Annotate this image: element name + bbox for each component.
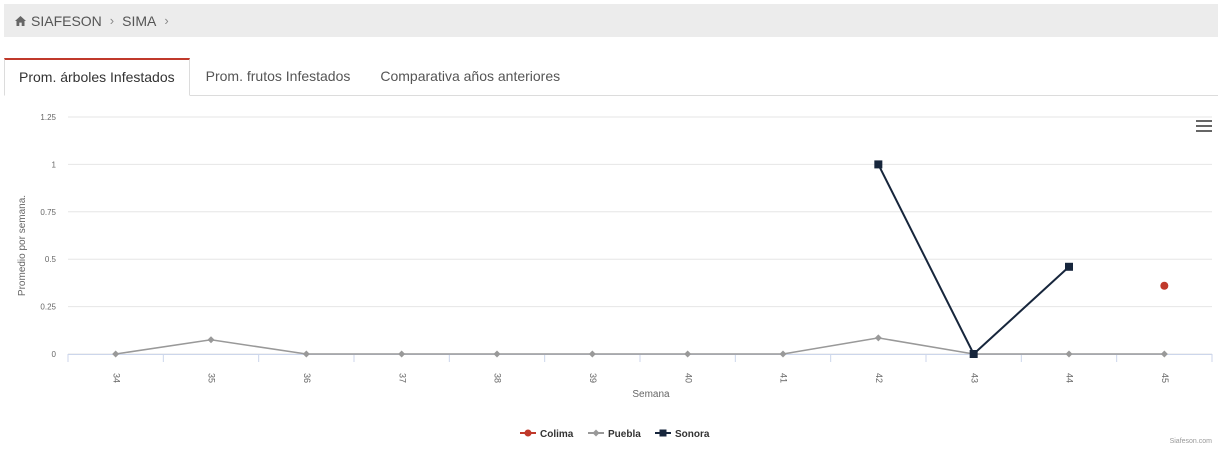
data-point: [398, 350, 406, 358]
chart-credit[interactable]: Siafeson.com: [1169, 438, 1212, 445]
x-tick-label: 42: [874, 373, 884, 383]
series-colima: [1160, 281, 1169, 290]
x-tick-label: 38: [493, 373, 503, 383]
breadcrumb: SIAFESON › SIMA ›: [4, 4, 1218, 37]
series-line: [115, 337, 1165, 355]
data-point: [1160, 350, 1168, 358]
series-sonora: [874, 160, 1073, 358]
legend: Colima Puebla Sonora: [520, 429, 710, 440]
legend-item-sonora[interactable]: Sonora: [675, 429, 710, 440]
y-tick-label: 1.25: [40, 113, 56, 122]
data-point: [874, 160, 883, 169]
x-tick-label: 44: [1065, 373, 1075, 383]
data-point: [302, 350, 310, 358]
chart-menu-icon[interactable]: [1196, 120, 1212, 134]
x-tick-label: 35: [207, 373, 217, 383]
y-tick-label: 0: [52, 350, 57, 359]
data-point: [207, 336, 215, 344]
home-icon[interactable]: [14, 15, 27, 27]
x-axis-title: Semana: [632, 389, 670, 400]
data-point: [112, 350, 120, 358]
legend-item-puebla[interactable]: Puebla: [608, 429, 641, 440]
series-puebla: [112, 334, 1168, 358]
x-tick-label: 39: [588, 373, 598, 383]
legend-marker: [659, 429, 667, 437]
line-chart: 0 0.25 0.5 0.75 1 1.25 34 35 36 37 38 39 40 41 42 43 44 4…: [17, 113, 1213, 440]
tab-comparativa-anios[interactable]: Comparativa años anteriores: [380, 68, 561, 84]
x-tick-label: 45: [1160, 373, 1170, 383]
tab-bar: Prom. árboles Infestados Prom. frutos In…: [4, 58, 1218, 96]
legend-item-colima[interactable]: Colima: [540, 429, 574, 440]
y-tick-label: 0.5: [45, 255, 57, 264]
x-tick-label: 40: [683, 373, 693, 383]
y-axis-title: Promedio por semana.: [17, 195, 28, 296]
breadcrumb-sima[interactable]: SIMA: [122, 12, 157, 29]
data-point: [1160, 281, 1169, 290]
y-tick-label: 1: [52, 160, 57, 169]
data-point: [1065, 350, 1073, 358]
x-tick-label: 36: [302, 373, 312, 383]
data-point: [493, 350, 501, 358]
data-point: [969, 350, 978, 358]
chevron-right-icon: ›: [109, 13, 115, 28]
x-tick-label: 43: [969, 373, 979, 383]
y-tick-label: 0.75: [40, 208, 56, 217]
data-point: [779, 350, 787, 358]
tab-arboles-infestados[interactable]: Prom. árboles Infestados: [4, 58, 190, 96]
legend-marker: [592, 429, 600, 437]
data-point: [874, 334, 882, 342]
data-point: [588, 350, 596, 358]
data-point: [1065, 262, 1073, 271]
x-tick-label: 37: [397, 373, 407, 383]
x-tick-label: 41: [779, 373, 789, 383]
data-point: [684, 350, 692, 358]
legend-marker: [524, 429, 532, 437]
breadcrumb-siafeson[interactable]: SIAFESON: [31, 12, 102, 29]
y-tick-label: 0.25: [40, 303, 56, 312]
chevron-right-icon: ›: [164, 13, 169, 28]
tab-frutos-infestados[interactable]: Prom. frutos Infestados: [205, 68, 351, 84]
x-tick-label: 34: [111, 373, 121, 383]
